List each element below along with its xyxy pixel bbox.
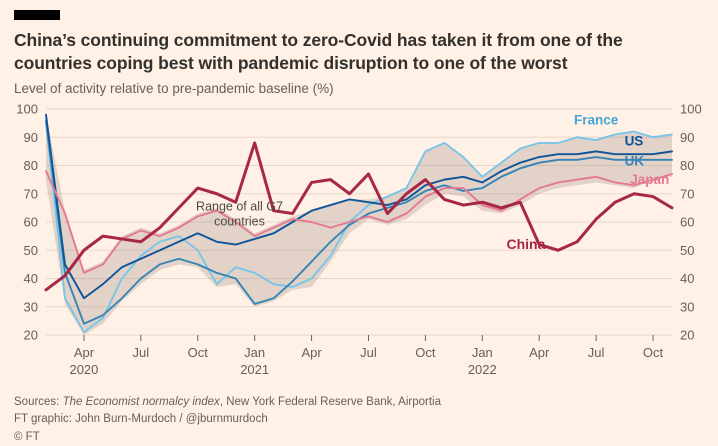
x-axis-label: Apr xyxy=(74,345,95,360)
annotation-g7-range-text: Range of all G7 xyxy=(196,200,283,214)
y-axis-label-right: 60 xyxy=(680,215,694,230)
y-axis-label-left: 20 xyxy=(24,328,38,343)
series-label-france: France xyxy=(574,113,619,128)
x-axis-year-label: 2021 xyxy=(240,362,269,377)
y-axis-label-right: 30 xyxy=(680,299,694,314)
y-axis-label-right: 100 xyxy=(680,102,702,117)
x-axis-label: Jan xyxy=(472,345,493,360)
chart-footer: Sources: The Economist normalcy index, N… xyxy=(14,394,718,446)
series-label-uk: UK xyxy=(625,154,645,169)
x-axis-label: Jul xyxy=(360,345,377,360)
x-axis-label: Apr xyxy=(529,345,550,360)
y-axis-label-right: 70 xyxy=(680,186,694,201)
y-axis-label-left: 60 xyxy=(24,215,38,230)
y-axis-label-left: 50 xyxy=(24,243,38,258)
y-axis-label-right: 80 xyxy=(680,158,694,173)
y-axis-label-left: 100 xyxy=(16,102,38,117)
x-axis-label: Jul xyxy=(588,345,605,360)
x-axis-label: Jan xyxy=(244,345,265,360)
x-axis-label: Oct xyxy=(643,345,664,360)
y-axis-label-right: 40 xyxy=(680,271,694,286)
sources-prefix: Sources: xyxy=(14,396,63,409)
y-axis-label-right: 50 xyxy=(680,243,694,258)
y-axis-label-left: 80 xyxy=(24,158,38,173)
x-axis-label: Jul xyxy=(133,345,150,360)
sources-suffix: , New York Federal Reserve Bank, Airport… xyxy=(219,396,441,409)
line-china xyxy=(44,141,674,292)
series-label-us: US xyxy=(625,134,644,149)
x-axis-year-label: 2022 xyxy=(468,362,497,377)
credit-line: FT graphic: John Burn-Murdoch / @jburnmu… xyxy=(14,413,268,426)
series-label-china: China xyxy=(506,236,545,252)
y-axis-label-left: 30 xyxy=(24,299,38,314)
copyright-line: © FT xyxy=(14,430,40,443)
chart-title: China’s continuing commitment to zero-Co… xyxy=(14,30,623,74)
g7-range-band xyxy=(46,114,672,336)
y-axis-label-left: 90 xyxy=(24,130,38,145)
x-axis-label: Apr xyxy=(301,345,322,360)
y-axis-label-right: 90 xyxy=(680,130,694,145)
x-axis-label: Oct xyxy=(188,345,209,360)
line-france xyxy=(45,122,673,334)
chart-area: 20 20 30 30 40 40 50 50 60 60 70 70 80 80 90 90 100 100 Ap… xyxy=(0,99,718,394)
annotation-g7-range-text: countries xyxy=(214,215,265,229)
y-axis-label-left: 40 xyxy=(24,271,38,286)
x-axis-label: Oct xyxy=(415,345,436,360)
sources-line: Sources: The Economist normalcy index, N… xyxy=(14,394,718,411)
y-axis-label-right: 20 xyxy=(680,328,694,343)
ft-top-rule xyxy=(14,10,60,20)
chart-subtitle: Level of activity relative to pre-pandem… xyxy=(14,81,334,97)
x-axis-year-label: 2020 xyxy=(69,362,98,377)
y-axis-label-left: 70 xyxy=(24,186,38,201)
sources-italic: The Economist normalcy index xyxy=(62,396,220,409)
line-us xyxy=(45,113,673,300)
series-label-japan: Japan xyxy=(630,172,669,187)
